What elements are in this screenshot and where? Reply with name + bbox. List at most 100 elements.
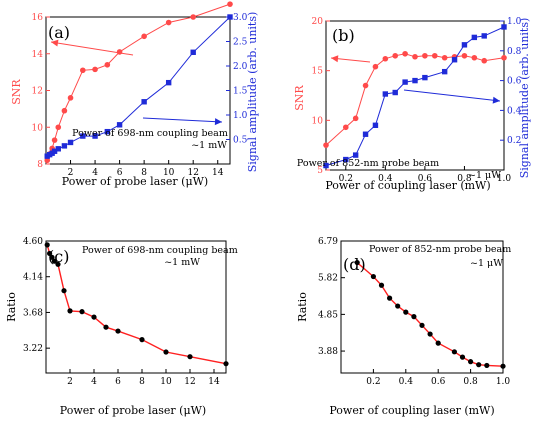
panel-a-ytick-left-label: 10 xyxy=(32,123,44,133)
panel-d-xtick-label: 1.0 xyxy=(496,377,511,387)
panel-b-series-left-point xyxy=(402,50,408,57)
panel-d-series-point xyxy=(435,340,441,346)
panel-a-ytick-left-label: 14 xyxy=(32,50,44,60)
panel-b-xtick-label: 0.2 xyxy=(339,174,353,184)
panel-a-series-right-point xyxy=(51,148,58,154)
panel-d-xtick-label: 0.8 xyxy=(463,377,478,387)
panel-b-ytick-right-label: 0.2 xyxy=(507,136,521,146)
panel-b-series-right-point xyxy=(352,152,359,158)
panel-c-series-point xyxy=(49,254,55,260)
panel-a-ylabel-right: Signal amplitude (arb. units) xyxy=(246,12,259,173)
panel-a-xtick-label: 10 xyxy=(163,168,175,178)
panel-b-series-left-point xyxy=(372,63,379,70)
panel-d-series-point xyxy=(500,363,506,369)
panel-a-series-right-point xyxy=(141,99,147,105)
panel-d-xtick-label: 0.2 xyxy=(366,377,380,387)
panel-b-series-right-point xyxy=(441,68,448,75)
panel-b-frame xyxy=(325,20,505,171)
panel-a-ytick-right-label: 2.0 xyxy=(233,62,248,72)
panel-d-series-point xyxy=(476,362,482,368)
panel-b-series-right-point xyxy=(471,34,478,41)
panel-a-series-left-point xyxy=(55,124,62,131)
panel-b-xtick-label: 0.8 xyxy=(457,174,472,184)
panel-d-series-point xyxy=(403,309,409,315)
panel-a-series-left-point xyxy=(61,107,68,114)
panel-b-annotation-line1: Power of 852-nm probe beam xyxy=(297,158,439,169)
panel-b-series-left-point xyxy=(471,54,478,61)
panel-d-series-point xyxy=(354,259,360,266)
panel-a-arrow-line xyxy=(50,41,134,56)
panel-a-ylabel-left: SNR xyxy=(10,79,23,105)
panel-a-xtick-label: 12 xyxy=(187,168,198,178)
panel-d-series-point xyxy=(419,322,425,328)
panel-b-series-left-point xyxy=(461,52,468,59)
panel-a-ytick-left-label: 8 xyxy=(37,160,43,170)
panel-c-ytick-label: 3.22 xyxy=(23,344,43,354)
panel-b-series-left-point xyxy=(422,52,428,59)
panel-a-ytick-right-label: 1.5 xyxy=(233,87,248,97)
panel-b-series-left-point xyxy=(412,53,418,60)
panel-b-xlabel: Power of coupling laser (mW) xyxy=(325,179,490,192)
panel-b-arrow-head xyxy=(331,55,339,63)
panel-c-series-point xyxy=(61,288,67,294)
panel-b-series-right-point xyxy=(323,162,329,169)
panel-a-series-right-point xyxy=(227,14,233,20)
panel-b-xtick-label: 0.6 xyxy=(418,174,433,184)
panel-a-annotation-line2: ~1 mW xyxy=(191,140,227,151)
panel-a-ytick-left-label: 16 xyxy=(32,13,44,23)
panel-b-series-right-point xyxy=(362,131,369,137)
panel-d-ytick-label: 5.82 xyxy=(318,274,338,284)
panel-a-series-left-point xyxy=(104,61,111,68)
panel-a-xlabel: Power of probe laser (μW) xyxy=(62,175,208,188)
panel-a-series-left-point xyxy=(92,66,98,73)
panel-d-series-point xyxy=(468,359,474,365)
panel-d-annotation-line1: Power of 852-nm probe beam xyxy=(369,244,511,255)
panel-c-series-point xyxy=(44,242,50,248)
panel-c-series-point xyxy=(79,309,85,315)
panel-c-series-point xyxy=(67,308,73,314)
panel-a-series-left-point xyxy=(116,49,123,55)
panel-c-series-point xyxy=(55,261,61,267)
panel-a-series-left-point xyxy=(44,157,51,164)
panel-a-series-right-point xyxy=(61,143,68,149)
panel-a-series-right-point xyxy=(190,49,196,55)
panel-d-xtick-label: 0.4 xyxy=(399,377,414,387)
panel-a-series-right-point xyxy=(165,79,172,86)
panel-a-xtick-label: 2 xyxy=(68,168,74,178)
panel-c-series-point xyxy=(187,354,193,360)
panel-b-ytick-left-label: 10 xyxy=(312,116,324,126)
panel-a-arrow-head xyxy=(51,39,59,47)
panel-b-annotation-line2: ~1 μW xyxy=(468,170,501,181)
panel-b-series-right-point xyxy=(451,57,458,63)
panel-b-series-left-point xyxy=(382,55,389,62)
panel-d-series-point xyxy=(484,362,490,369)
panel-b-series-left-point xyxy=(392,52,399,59)
panel-c-xtick-label: 2 xyxy=(67,377,73,387)
panel-a-arrow-line xyxy=(142,117,223,123)
panel-a-series-left-point xyxy=(227,1,233,7)
panel-c-series-point xyxy=(139,337,145,343)
panel-b-series-right-point xyxy=(382,91,389,97)
panel-b-series-right-point xyxy=(422,74,428,81)
panel-c-annotation-line2: ~1 mW xyxy=(164,257,200,268)
panel-a-ytick-right-label: 0.5 xyxy=(233,136,248,146)
panel-a-ytick-right-label: 1.0 xyxy=(233,111,248,121)
panel-a-series-left-point xyxy=(51,137,58,143)
panel-c-xlabel: Power of probe laser (μW) xyxy=(60,404,206,417)
panel-b-series-left-point xyxy=(431,52,438,59)
panel-d-ylabel: Ratio xyxy=(296,292,309,322)
panel-d-series-point xyxy=(378,282,385,288)
panel-b-series-right-point xyxy=(402,79,408,85)
panel-d-series-point xyxy=(411,314,417,320)
panel-b-series-right-point xyxy=(461,42,468,48)
panel-b-ytick-right-label: 0.4 xyxy=(507,106,522,116)
panel-b-series-left-point xyxy=(362,82,369,89)
panel-b-series-left-point xyxy=(342,124,349,131)
panel-a-series-right-point xyxy=(80,133,86,139)
panel-c-annotation-line1: Power of 698-nm coupling beam xyxy=(82,245,238,256)
panel-b-arrow-head xyxy=(492,96,500,104)
panel-a-xtick-label: 6 xyxy=(117,168,123,178)
panel-c-xtick-label: 6 xyxy=(115,377,121,387)
panel-d-series-point xyxy=(459,354,466,360)
